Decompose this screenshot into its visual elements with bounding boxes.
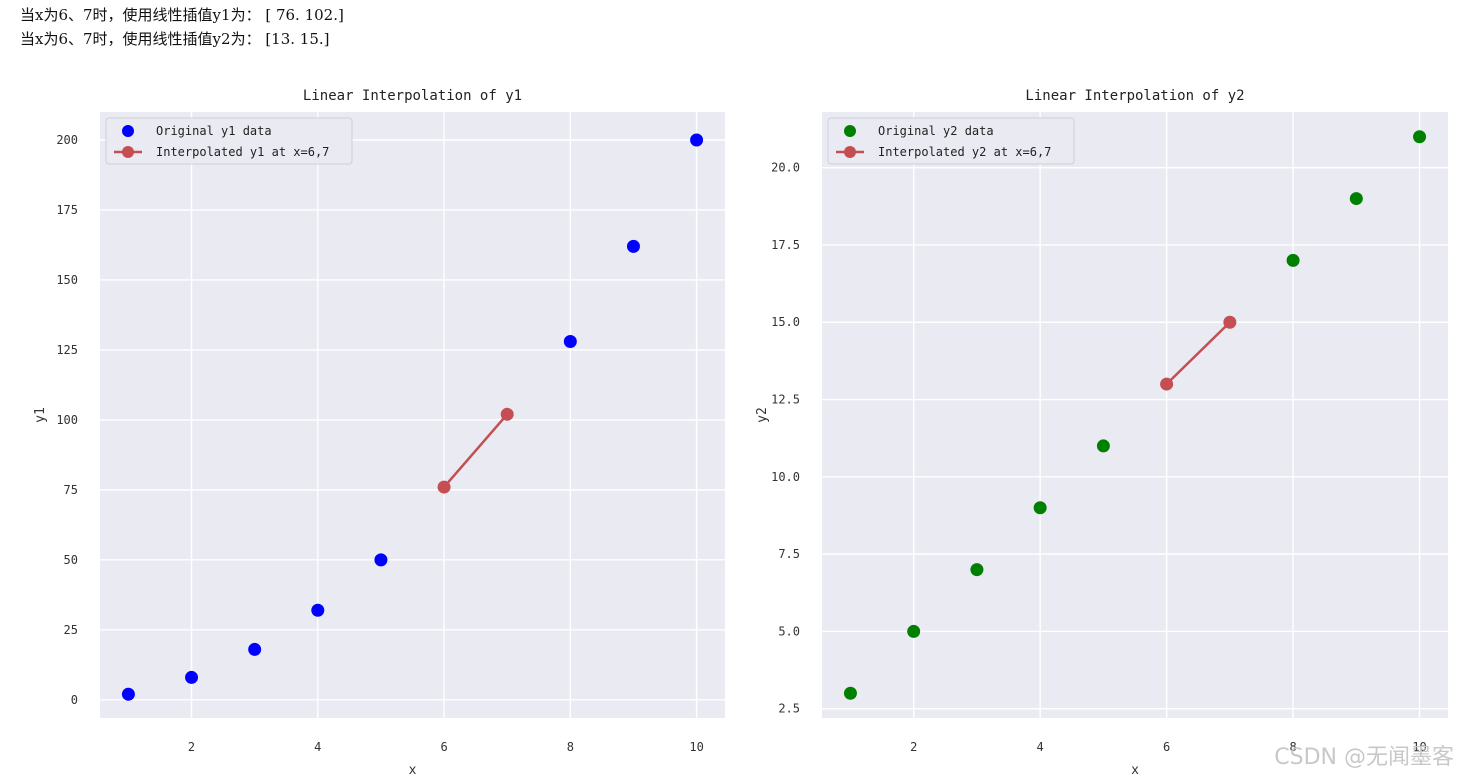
data-point (121, 687, 135, 701)
plot-area (822, 112, 1448, 718)
legend-label: Interpolated y2 at x=6,7 (878, 145, 1051, 159)
x-tick-label: 4 (1037, 740, 1044, 754)
legend-marker (844, 125, 856, 137)
data-point (970, 563, 984, 577)
legend-marker (122, 125, 134, 137)
interp-point (1223, 315, 1237, 329)
chart-panel-2: 2 4 6 8 10 2.5 5.0 7.5 10.0 12.5 15.0 17.5 20.0 Linea… (755, 88, 1448, 778)
data-point (1286, 253, 1300, 267)
interp-line (1165, 321, 1231, 385)
y-tick-label: 7.5 (778, 547, 800, 561)
y-tick-label: 200 (56, 133, 78, 147)
y-tick-label: 12.5 (771, 393, 800, 407)
data-point (1349, 192, 1363, 206)
legend-box (827, 117, 1075, 165)
x-tick-label: 2 (910, 740, 917, 754)
x-tick-label: 10 (689, 740, 703, 754)
interp-line (443, 413, 509, 488)
x-axis-label: x (1131, 763, 1139, 778)
y-tick-label: 17.5 (771, 238, 800, 252)
x-tick-label: 8 (1289, 740, 1296, 754)
output-line-y1: 当x为6、7时，使用线性插值y1为： [ 76. 102.] (20, 6, 344, 24)
data-point (1096, 439, 1110, 453)
y-tick-label: 5.0 (778, 624, 800, 638)
y-tick-label: 25 (64, 623, 78, 637)
legend-label: Original y2 data (878, 124, 994, 138)
output-line-y2: 当x为6、7时，使用线性插值y2为： [13. 15.] (20, 30, 330, 48)
x-axis-label: x (409, 763, 417, 778)
chart-title: Linear Interpolation of y2 (1025, 88, 1244, 104)
legend-label: Interpolated y1 at x=6,7 (156, 145, 329, 159)
watermark: CSDN @无闻墨客 (1274, 745, 1454, 770)
x-tick-label: 6 (440, 740, 447, 754)
data-point (626, 239, 640, 253)
x-tick-label: 10 (1412, 740, 1426, 754)
interp-point (437, 480, 451, 494)
x-tick-label: 4 (314, 740, 321, 754)
y-tick-label: 0 (71, 693, 78, 707)
y-tick-label: 15.0 (771, 315, 800, 329)
plot-area (100, 112, 725, 718)
legend-marker (844, 146, 856, 158)
y-tick-label: 100 (56, 413, 78, 427)
legend-box (105, 117, 353, 165)
y-tick-label: 125 (56, 343, 78, 357)
data-point (843, 686, 857, 700)
y-axis-label: y2 (755, 407, 770, 423)
data-point (1033, 501, 1047, 515)
data-point (311, 603, 325, 617)
legend-label: Original y1 data (156, 124, 272, 138)
interp-point (1160, 377, 1174, 391)
x-tick-label: 8 (567, 740, 574, 754)
y-tick-label: 10.0 (771, 470, 800, 484)
data-point (1413, 130, 1427, 144)
y-tick-label: 75 (64, 483, 78, 497)
data-point (185, 670, 199, 684)
data-point (563, 335, 577, 349)
x-tick-label: 6 (1163, 740, 1170, 754)
y-tick-label: 20.0 (771, 161, 800, 175)
data-point (374, 553, 388, 567)
legend-marker (122, 146, 134, 158)
y-tick-label: 150 (56, 273, 78, 287)
data-point (690, 133, 704, 147)
y-tick-label: 2.5 (778, 702, 800, 716)
legend: Original y1 data Interpolated y1 at x=6,7 (105, 117, 353, 165)
chart-title: Linear Interpolation of y1 (303, 88, 522, 104)
legend: Original y2 data Interpolated y2 at x=6,7 (827, 117, 1075, 165)
x-tick-label: 2 (188, 740, 195, 754)
y-tick-label: 175 (56, 203, 78, 217)
y-tick-label: 50 (64, 553, 78, 567)
data-point (907, 624, 921, 638)
data-point (248, 642, 262, 656)
interp-point (500, 407, 514, 421)
y-axis-label: y1 (33, 407, 48, 423)
